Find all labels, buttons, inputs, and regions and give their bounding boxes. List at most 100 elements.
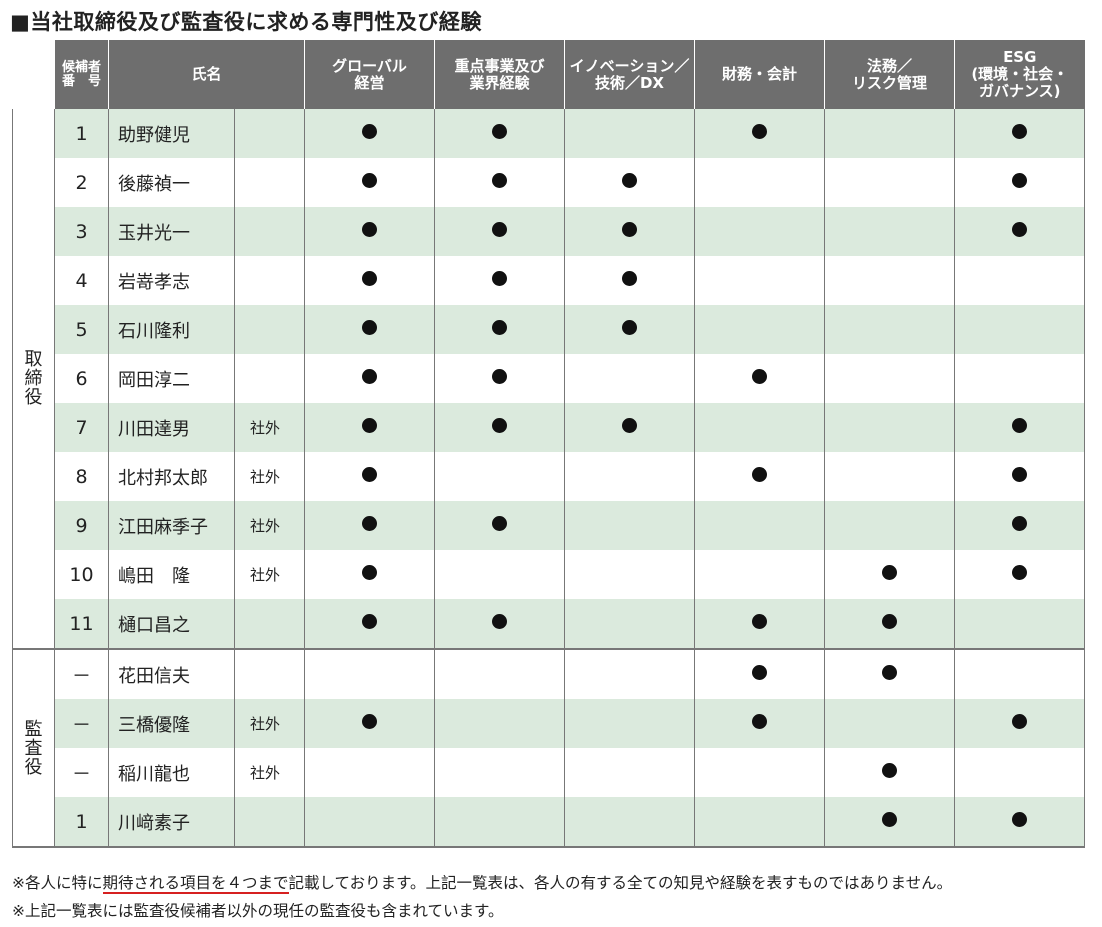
skill-cell [824, 501, 955, 550]
skill-cell [564, 797, 695, 848]
table-row: 10 嶋田 隆社外 [13, 550, 1085, 599]
skills-matrix-table: 候補者 番 号 氏名 グローバル 経営 重点事業及び 業界経験 イノベーション／… [12, 40, 1085, 848]
skill-cell [694, 109, 825, 158]
skill-cell [954, 452, 1085, 501]
check-dot-icon [492, 173, 507, 188]
skill-cell [954, 748, 1085, 797]
group-label: 監 査 役 [12, 649, 55, 848]
table-row: 6 岡田淳二 [13, 354, 1085, 403]
skill-cell [954, 354, 1085, 403]
skill-cell [304, 501, 435, 550]
candidate-name: 樋口昌之 [108, 599, 235, 650]
check-dot-icon [882, 565, 897, 580]
outside-tag [234, 354, 305, 403]
candidate-name: 川田達男 [108, 403, 235, 452]
header-name: 氏名 [108, 40, 305, 109]
candidate-name: 嶋田 隆 [108, 550, 235, 599]
outside-tag: 社外 [234, 699, 305, 748]
skill-cell [434, 599, 565, 650]
skill-cell [824, 354, 955, 403]
table-row: －三橋優隆 社外 [13, 699, 1085, 748]
skill-cell [434, 403, 565, 452]
outside-tag [234, 256, 305, 305]
candidate-number: － [54, 649, 109, 699]
skill-cell [824, 649, 955, 699]
check-dot-icon [362, 516, 377, 531]
skill-cell [954, 501, 1085, 550]
outside-tag [234, 649, 305, 699]
skill-cell [564, 599, 695, 650]
skill-cell [434, 256, 565, 305]
check-dot-icon [1012, 222, 1027, 237]
skill-cell [824, 748, 955, 797]
candidate-name: 助野健児 [108, 109, 235, 158]
outside-tag [234, 109, 305, 158]
check-dot-icon [362, 222, 377, 237]
check-dot-icon [362, 714, 377, 729]
candidate-number: － [54, 699, 109, 748]
check-dot-icon [622, 320, 637, 335]
check-dot-icon [752, 714, 767, 729]
outside-tag [234, 599, 305, 650]
skill-cell [564, 699, 695, 748]
skill-cell [564, 109, 695, 158]
check-dot-icon [492, 418, 507, 433]
skill-cell [824, 699, 955, 748]
header-skill: 法務／ リスク管理 [824, 40, 955, 109]
check-dot-icon [362, 124, 377, 139]
skill-cell [304, 649, 435, 699]
candidate-number: 5 [54, 305, 109, 354]
skill-cell [564, 748, 695, 797]
table-body: 取 締 役 1 助野健児 2 後藤禎一 3 玉井光一 4 岩嵜孝志 5 石川隆利 6 岡田淳二 7 川田達男… [12, 109, 1085, 848]
check-dot-icon [362, 614, 377, 629]
check-dot-icon [362, 418, 377, 433]
check-dot-icon [1012, 418, 1027, 433]
header-skill: 重点事業及び 業界経験 [434, 40, 565, 109]
check-dot-icon [1012, 565, 1027, 580]
header-skill: 財務・会計 [694, 40, 825, 109]
skill-cell [564, 256, 695, 305]
skill-cell [824, 797, 955, 848]
candidate-number: 2 [54, 158, 109, 207]
skill-cell [564, 354, 695, 403]
page-title: ■当社取締役及び監査役に求める専門性及び経験 [10, 10, 482, 34]
candidate-number: 1 [54, 109, 109, 158]
outside-tag: 社外 [234, 501, 305, 550]
skill-cell [824, 452, 955, 501]
table-row: 9 江田麻季子 社外 [13, 501, 1085, 550]
check-dot-icon [492, 614, 507, 629]
candidate-number: 10 [54, 550, 109, 599]
candidate-number: 1 [54, 797, 109, 848]
skill-cell [954, 158, 1085, 207]
check-dot-icon [362, 271, 377, 286]
footnote-2: ※上記一覧表には監査役候補者以外の現任の監査役も含まれています。 [12, 902, 504, 920]
skill-cell [564, 501, 695, 550]
check-dot-icon [362, 173, 377, 188]
outside-tag: 社外 [234, 550, 305, 599]
skill-cell [304, 207, 435, 256]
candidate-name: 岩嵜孝志 [108, 256, 235, 305]
table-row: 5 石川隆利 [13, 305, 1085, 354]
skill-cell [434, 452, 565, 501]
skill-cell [564, 550, 695, 599]
header-number: 候補者 番 号 [54, 40, 109, 109]
skill-cell [694, 748, 825, 797]
skill-cell [954, 109, 1085, 158]
check-dot-icon [882, 614, 897, 629]
table-row: 11 樋口昌之 [13, 599, 1085, 650]
check-dot-icon [622, 173, 637, 188]
skill-cell [434, 748, 565, 797]
skill-cell [304, 158, 435, 207]
skill-cell [304, 599, 435, 650]
skill-cell [694, 649, 825, 699]
table-row: 3 玉井光一 [13, 207, 1085, 256]
header-skill: イノベーション／ 技術／DX [564, 40, 695, 109]
check-dot-icon [1012, 173, 1027, 188]
footnote-1-post: 記載しております。上記一覧表は、各人の有する全ての知見や経験を表すものではありま… [288, 874, 953, 892]
skill-cell [434, 501, 565, 550]
skill-cell [434, 354, 565, 403]
skill-cell [564, 305, 695, 354]
check-dot-icon [362, 320, 377, 335]
check-dot-icon [752, 614, 767, 629]
outside-tag [234, 207, 305, 256]
